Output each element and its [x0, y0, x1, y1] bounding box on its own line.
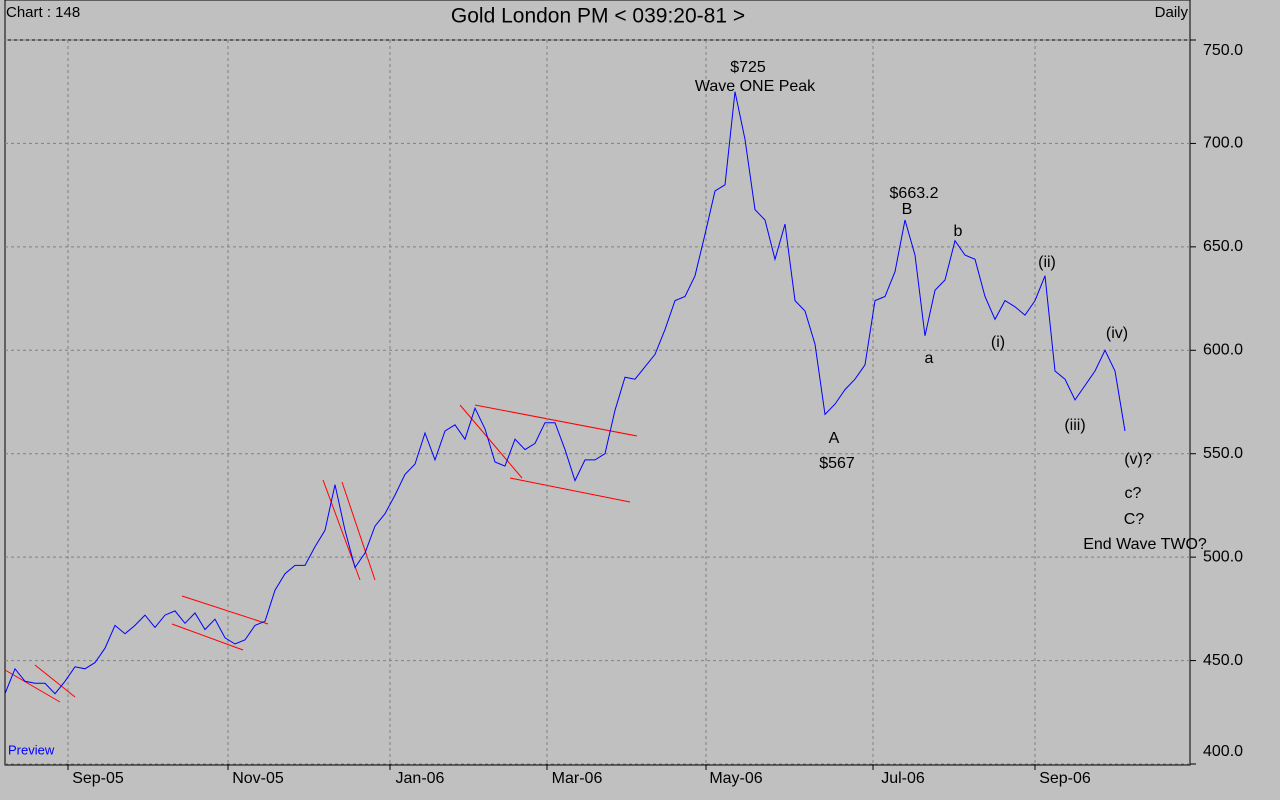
y-tick-label: 550.0	[1203, 445, 1243, 462]
annotations: $725 Wave ONE Peak $663.2 B b (ii) a (i)…	[695, 59, 1207, 553]
chart-label: Chart : 148	[6, 4, 80, 21]
y-tick-label: 450.0	[1203, 652, 1243, 669]
price-line	[4, 91, 1126, 695]
trend-line	[171, 623, 244, 651]
watermark: Preview	[8, 742, 55, 757]
annotation: C?	[1124, 511, 1145, 528]
annotation: (i)	[991, 334, 1005, 351]
annotation: (ii)	[1038, 254, 1056, 271]
annotation: $725	[730, 59, 766, 76]
x-tick-label: Nov-05	[232, 770, 284, 787]
x-tick-label: Mar-06	[552, 770, 603, 787]
annotation: a	[925, 350, 934, 367]
annotation: (iii)	[1064, 417, 1085, 434]
y-tick-label: 600.0	[1203, 342, 1243, 359]
annotation: Wave ONE Peak	[695, 78, 816, 95]
annotation: $663.2	[890, 185, 939, 202]
trend-line	[181, 595, 269, 625]
x-tick-label: Sep-05	[72, 770, 124, 787]
annotation: End Wave TWO?	[1083, 536, 1207, 553]
y-tick-label: 650.0	[1203, 238, 1243, 255]
chart-title: Gold London PM < 039:20-81 >	[451, 5, 745, 28]
grid	[5, 39, 1190, 765]
x-tick-label: Jan-06	[396, 770, 445, 787]
annotation: (iv)	[1106, 325, 1128, 342]
x-tick-label: May-06	[709, 770, 762, 787]
trend-line	[4, 669, 61, 703]
trend-line	[509, 477, 631, 503]
title-frame	[4, 0, 1191, 41]
x-tick-label: Jul-06	[881, 770, 925, 787]
trend-line	[34, 664, 76, 698]
y-tick-label: 750.0	[1203, 42, 1243, 59]
trend-line	[341, 481, 376, 581]
y-tick-label: 400.0	[1203, 743, 1243, 760]
y-tick-label: 500.0	[1203, 548, 1243, 565]
annotation: b	[954, 223, 963, 240]
x-tick-label: Sep-06	[1039, 770, 1091, 787]
y-tick-label: 700.0	[1203, 135, 1243, 152]
annotation: A	[829, 430, 840, 447]
frequency: Daily	[1155, 4, 1189, 21]
trend-line	[459, 404, 523, 479]
annotation: $567	[819, 455, 855, 472]
annotation: B	[902, 201, 913, 218]
annotation: c?	[1125, 485, 1142, 502]
annotation: (v)?	[1124, 451, 1152, 468]
